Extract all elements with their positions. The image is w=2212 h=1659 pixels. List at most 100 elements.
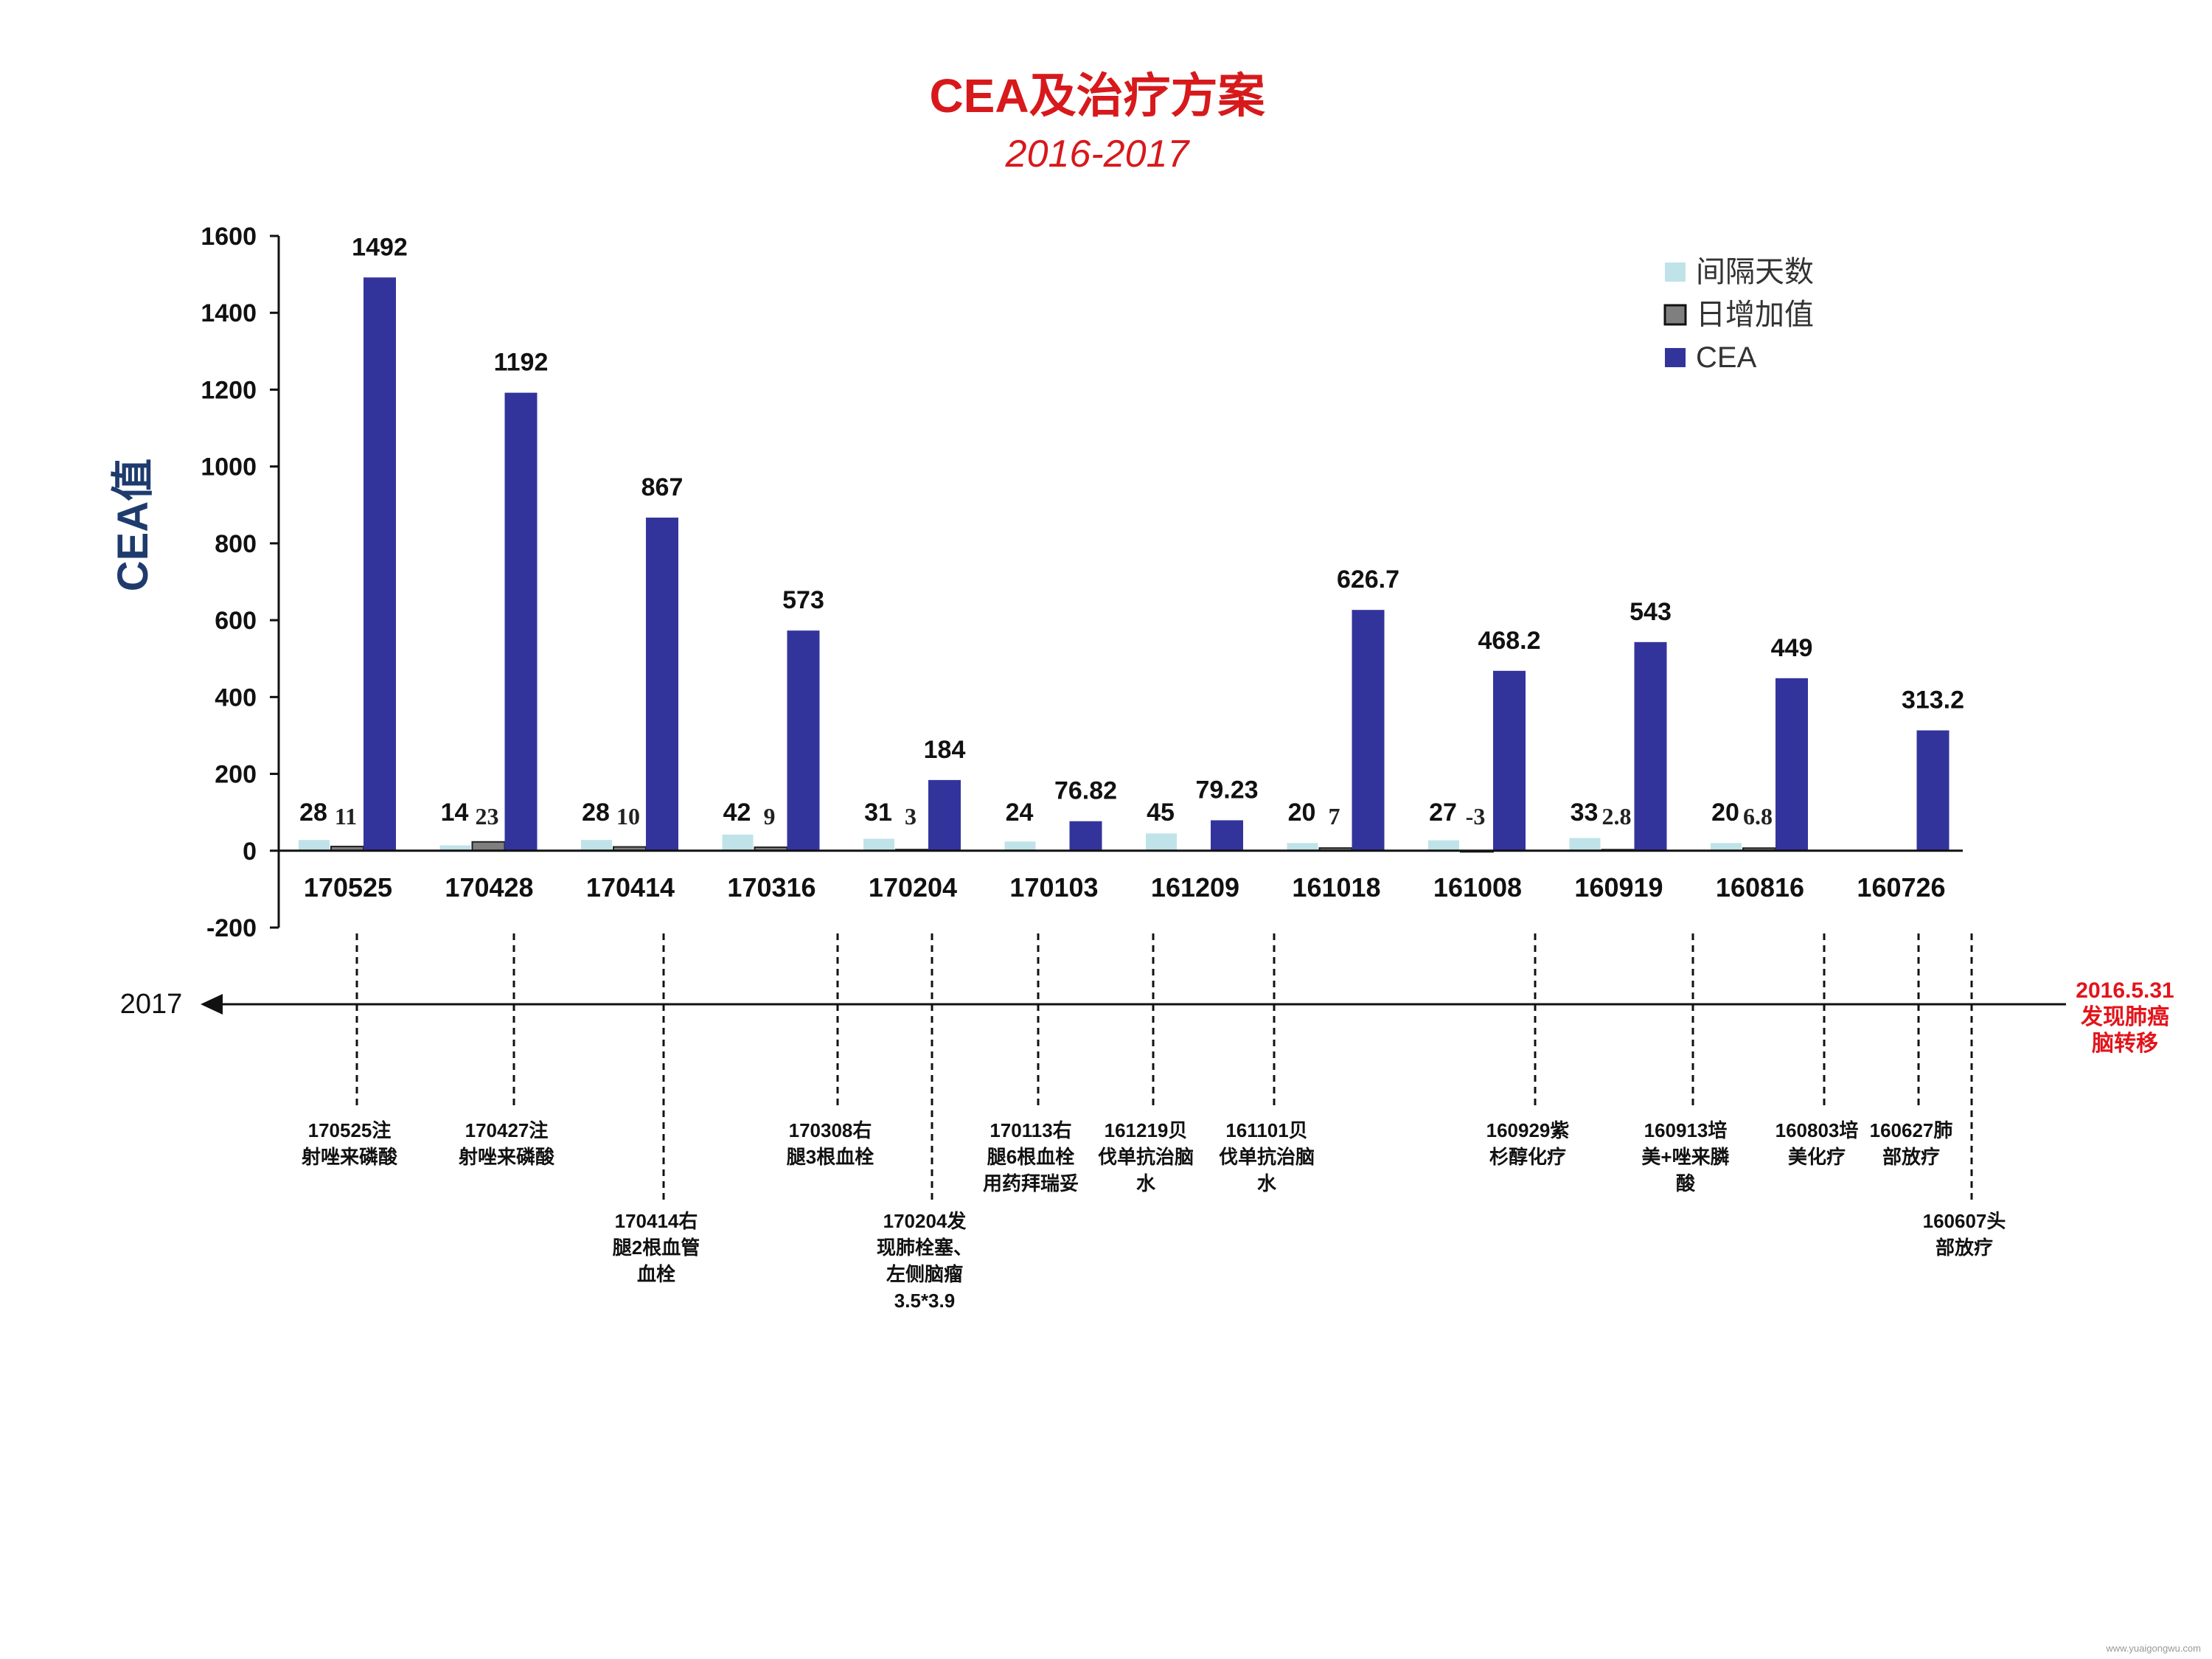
chart-subtitle: 2016-2017 [1005, 133, 1191, 175]
bar-cea [504, 392, 538, 851]
x-category-label: 170525 [304, 872, 392, 902]
legend-swatch [1665, 262, 1686, 282]
y-tick-label: 1000 [201, 453, 257, 481]
data-label-cea: 1492 [352, 233, 408, 261]
event-label: 部放疗 [1882, 1146, 1940, 1168]
event-label: 酸 [1676, 1172, 1696, 1194]
event-label: 170204发 [883, 1210, 967, 1232]
data-label-interval: 20 [1288, 799, 1316, 827]
y-tick-label: 1400 [201, 299, 257, 327]
bar-interval [1287, 843, 1318, 851]
data-label-cea: 867 [641, 473, 684, 501]
bar-interval [863, 838, 894, 851]
bar-interval [1146, 833, 1177, 851]
timeline-start-label: 脑转移 [2092, 1032, 2158, 1056]
bar-interval [1569, 838, 1601, 851]
bar-interval [1428, 840, 1459, 851]
bar-interval [722, 834, 754, 851]
data-label-daily: 7 [1329, 803, 1340, 830]
y-tick-label: 0 [243, 838, 257, 866]
event-label: 血栓 [637, 1263, 675, 1285]
data-label-cea: 76.82 [1054, 777, 1117, 805]
x-category-label: 170414 [586, 872, 675, 902]
timeline-end-label: 2017 [120, 989, 183, 1020]
legend-swatch [1663, 304, 1687, 326]
y-tick-label: 400 [215, 684, 257, 712]
data-label-cea: 626.7 [1337, 566, 1399, 594]
data-label-daily: 23 [476, 803, 499, 830]
bar-interval [299, 840, 330, 851]
event-label: 160607头 [1923, 1210, 2006, 1232]
legend-label: CEA [1696, 341, 1757, 374]
event-label: 160803培 [1775, 1119, 1859, 1141]
data-label-cea: 313.2 [1902, 686, 1964, 714]
data-label-cea: 449 [1771, 634, 1813, 662]
bar-cea [1634, 641, 1667, 851]
data-label-interval: 31 [864, 799, 892, 827]
timeline-arrow-head [201, 994, 223, 1015]
event-label: 160929紫 [1486, 1119, 1570, 1141]
bar-interval [1711, 843, 1742, 851]
x-category-label: 161018 [1292, 872, 1380, 902]
data-label-cea: 1192 [494, 349, 549, 377]
y-tick-label: 1600 [201, 223, 257, 251]
event-label: 射唑来磷酸 [301, 1146, 398, 1168]
event-label: 美+唑来膦 [1641, 1146, 1729, 1168]
legend-label: 日增加值 [1696, 299, 1814, 331]
event-label: 161219贝 [1105, 1119, 1188, 1141]
data-label-interval: 14 [441, 799, 469, 827]
chart-title: CEA及治疗方案 [929, 69, 1265, 122]
x-category-label: 170204 [869, 872, 957, 902]
x-category-label: 160726 [1857, 872, 1945, 902]
bar-cea [1775, 678, 1808, 851]
data-label-interval: 28 [299, 799, 327, 827]
bar-cea [364, 277, 396, 851]
event-label: 美化疗 [1788, 1146, 1846, 1168]
y-tick-label: 1200 [201, 376, 257, 404]
data-label-interval: 24 [1006, 799, 1034, 827]
y-tick-label: 200 [215, 761, 257, 789]
data-label-daily: 10 [616, 803, 640, 830]
x-category-label: 160816 [1716, 872, 1804, 902]
y-tick-label: 600 [215, 607, 257, 635]
event-label: 伐单抗治脑 [1098, 1146, 1194, 1168]
event-label: 170525注 [308, 1119, 392, 1141]
event-label: 用药拜瑞妥 [983, 1172, 1079, 1194]
event-label: 伐单抗治脑 [1219, 1146, 1315, 1168]
bar-cea [1493, 670, 1526, 851]
x-category-label: 161008 [1433, 872, 1522, 902]
data-label-interval: 45 [1147, 799, 1175, 827]
event-label: 170113右 [990, 1119, 1071, 1141]
event-label: 腿2根血管 [613, 1237, 700, 1259]
event-label: 现肺栓塞、 [877, 1237, 973, 1259]
bar-cea [1211, 820, 1243, 851]
bar-cea [646, 517, 678, 851]
event-label: 水 [1136, 1172, 1156, 1194]
x-category-label: 160919 [1574, 872, 1663, 902]
event-label: 3.5*3.9 [894, 1290, 955, 1312]
x-category-label: 170103 [1009, 872, 1098, 902]
y-axis-label: CEA值 [109, 459, 157, 591]
event-label: 腿3根血栓 [787, 1146, 874, 1168]
data-label-interval: 27 [1429, 799, 1457, 827]
event-label: 160627肺 [1870, 1119, 1953, 1141]
y-axis: -200 0 200 400 600 800 1000 1200 1400 1600 [201, 223, 280, 942]
event-label: 腿6根血栓 [987, 1146, 1074, 1168]
timeline-start-label: 发现肺癌 [2080, 1004, 2169, 1029]
y-tick-label: -200 [206, 914, 257, 942]
event-label: 部放疗 [1935, 1237, 1993, 1259]
data-label-daily: 6.8 [1743, 803, 1773, 830]
data-label-interval: 42 [723, 799, 751, 827]
data-label-daily: -3 [1466, 803, 1486, 830]
data-label-cea: 468.2 [1478, 627, 1540, 655]
event-label: 杉醇化疗 [1489, 1146, 1566, 1168]
bar-cea [1352, 610, 1385, 851]
data-label-daily: 11 [335, 803, 357, 830]
legend-label: 间隔天数 [1696, 256, 1814, 288]
event-label: 170308右 [789, 1119, 872, 1141]
event-label: 161101贝 [1225, 1119, 1307, 1141]
